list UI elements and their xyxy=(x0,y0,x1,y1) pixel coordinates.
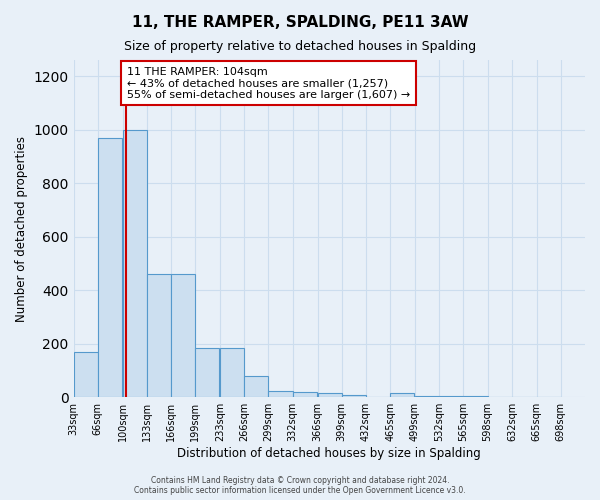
Bar xyxy=(268,390,293,397)
Bar xyxy=(439,396,463,397)
Bar xyxy=(74,352,98,397)
Bar xyxy=(293,392,317,397)
Bar xyxy=(244,376,268,397)
X-axis label: Distribution of detached houses by size in Spalding: Distribution of detached houses by size … xyxy=(178,447,481,460)
Bar xyxy=(317,393,342,397)
Bar xyxy=(147,274,171,397)
Bar xyxy=(122,130,147,397)
Bar xyxy=(98,138,122,397)
Text: 11 THE RAMPER: 104sqm
← 43% of detached houses are smaller (1,257)
55% of semi-d: 11 THE RAMPER: 104sqm ← 43% of detached … xyxy=(127,66,410,100)
Bar xyxy=(415,396,439,397)
Text: Contains HM Land Registry data © Crown copyright and database right 2024.
Contai: Contains HM Land Registry data © Crown c… xyxy=(134,476,466,495)
Bar xyxy=(171,274,195,397)
Bar xyxy=(463,396,488,397)
Bar xyxy=(220,348,244,397)
Bar xyxy=(390,393,414,397)
Y-axis label: Number of detached properties: Number of detached properties xyxy=(15,136,28,322)
Bar xyxy=(195,348,220,397)
Text: Size of property relative to detached houses in Spalding: Size of property relative to detached ho… xyxy=(124,40,476,53)
Text: 11, THE RAMPER, SPALDING, PE11 3AW: 11, THE RAMPER, SPALDING, PE11 3AW xyxy=(131,15,469,30)
Bar xyxy=(342,395,366,397)
